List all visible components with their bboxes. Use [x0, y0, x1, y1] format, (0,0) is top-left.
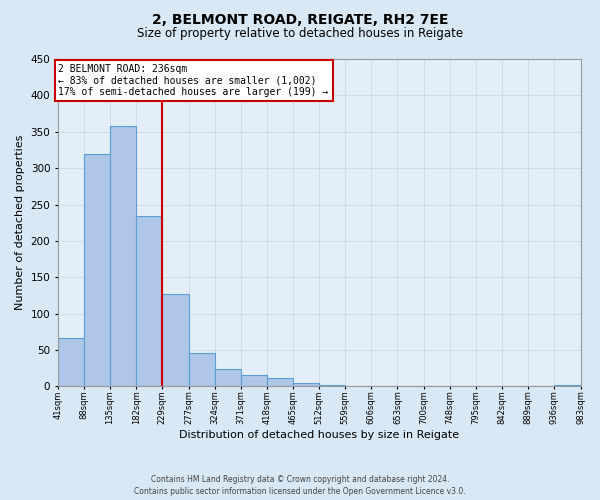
Y-axis label: Number of detached properties: Number of detached properties: [15, 135, 25, 310]
Bar: [215, 369, 241, 386]
Bar: [267, 378, 293, 386]
Bar: [136, 216, 162, 386]
Text: 2, BELMONT ROAD, REIGATE, RH2 7EE: 2, BELMONT ROAD, REIGATE, RH2 7EE: [152, 12, 448, 26]
Bar: [189, 353, 215, 386]
Bar: [319, 385, 345, 386]
Bar: [110, 126, 136, 386]
Bar: [293, 383, 319, 386]
Bar: [162, 294, 189, 386]
Bar: [554, 385, 581, 386]
Text: Size of property relative to detached houses in Reigate: Size of property relative to detached ho…: [137, 28, 463, 40]
Bar: [84, 154, 110, 386]
Bar: [241, 375, 267, 386]
Text: 2 BELMONT ROAD: 236sqm
← 83% of detached houses are smaller (1,002)
17% of semi-: 2 BELMONT ROAD: 236sqm ← 83% of detached…: [58, 64, 329, 98]
Bar: [58, 338, 84, 386]
X-axis label: Distribution of detached houses by size in Reigate: Distribution of detached houses by size …: [179, 430, 459, 440]
Text: Contains HM Land Registry data © Crown copyright and database right 2024.
Contai: Contains HM Land Registry data © Crown c…: [134, 474, 466, 496]
